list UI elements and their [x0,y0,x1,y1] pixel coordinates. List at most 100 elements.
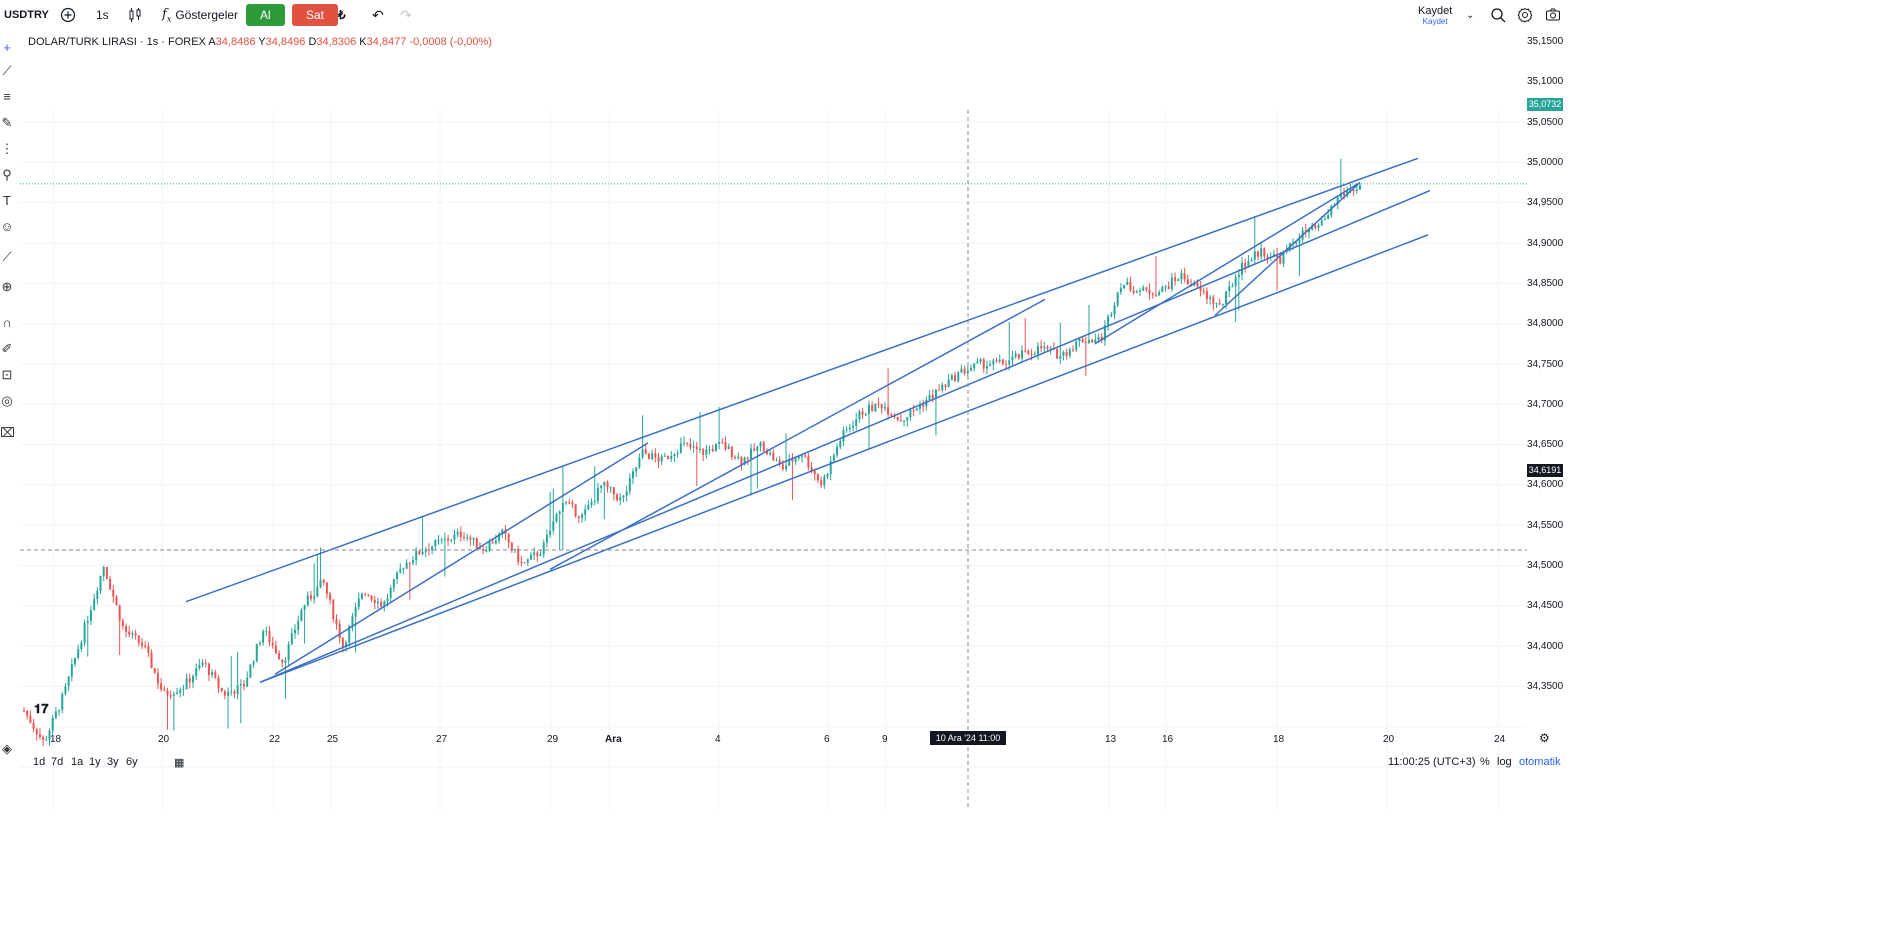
range-7d[interactable]: 7d [51,756,64,768]
undo-button[interactable]: ↶ [372,0,384,30]
candle-body [587,504,590,510]
percent-toggle[interactable]: % [1480,756,1490,768]
brush-tool[interactable]: ✎ [0,115,14,131]
chart-type-button[interactable] [128,0,142,30]
symbol-label: USDTRY [4,9,49,21]
crosshair-tool[interactable]: + [0,40,14,55]
lock-all-tool[interactable]: ⊡ [0,367,14,383]
range-6y[interactable]: 6y [126,756,138,768]
candle-body [660,456,663,462]
indicators-button[interactable]: fx Göstergeler [162,0,238,30]
candle-body [501,529,504,534]
candle-body [1024,350,1027,352]
candle-body [670,456,673,459]
candle-body [322,579,325,583]
time-axis[interactable]: 18 20 22 25 27 29 Ara 4 6 9 13 16 18 20 24 [20,730,1535,750]
interval-button[interactable]: 1s [96,0,109,30]
redo-button[interactable]: ↷ [400,0,412,30]
candle-body [714,443,717,452]
delete-tool[interactable]: ⌧ [0,425,15,441]
fib-tool[interactable]: ≡ [0,89,14,104]
emoji-tool[interactable]: ☺ [0,219,14,234]
candle-body [577,516,580,519]
text-tool[interactable]: T [0,193,14,208]
price-tick-label: 34,5000 [1527,560,1564,572]
trendline [185,157,1419,603]
time-axis-settings[interactable]: ⚙ [1539,731,1550,745]
pencil-lock-icon: ✐ [1,341,13,356]
candle-body [128,631,131,635]
settings-button[interactable] [1517,0,1533,30]
price-tick-label: 34,9500 [1527,197,1564,209]
candle-body [667,455,670,459]
layers-icon: ◈ [2,741,12,756]
candle-body [1234,277,1237,287]
sell-button[interactable]: Sat [292,0,339,30]
go-to-date-button[interactable]: ▦ [174,756,184,769]
pattern-tool[interactable]: ⋮ [0,141,14,157]
range-1m[interactable]: 1a [71,756,84,768]
log-toggle[interactable]: log [1497,756,1512,768]
candle-body [1346,191,1349,195]
candle-body [992,360,995,365]
candle-body [421,551,424,555]
candle-body [603,482,606,486]
candle-body [1247,261,1250,268]
projection-tool[interactable]: ⚲ [0,167,14,183]
compare-add-button[interactable] [60,0,76,30]
save-menu-button[interactable]: ⌄ [1466,0,1474,30]
range-1y[interactable]: 1y [89,756,101,768]
candle-body [810,467,813,472]
candle-body [1330,206,1333,216]
currency-button[interactable]: ₺ [338,0,346,30]
candle-body [673,454,676,457]
candle-body [896,416,899,420]
candle-body [156,672,159,684]
candle-body [1005,364,1008,366]
lock-drawing-tool[interactable]: ✐ [0,341,14,357]
candle-body [399,569,402,573]
candle-body [520,561,523,563]
price-chart[interactable] [20,30,1535,890]
snapshot-button[interactable] [1545,0,1561,30]
candle-body [976,361,979,364]
candle-body [488,542,491,551]
range-3y[interactable]: 3y [107,756,119,768]
auto-toggle[interactable]: otomatik [1519,756,1561,768]
buy-button[interactable]: Al [246,0,285,30]
candle-body [249,664,252,678]
quick-search-button[interactable] [1490,0,1506,30]
candle-body [1317,225,1320,228]
indicators-label: Göstergeler [175,8,239,22]
candle-body [236,685,239,694]
trendline-tool[interactable]: ⟋ [0,63,14,79]
time-tick-label: 25 [327,734,339,745]
candle-body [207,663,210,676]
candle-body [300,609,303,621]
price-tick-label: 35,0000 [1527,156,1564,168]
price-tick-label: 34,7500 [1527,358,1564,370]
currency-label: ₺ [338,8,346,22]
candle-body [367,594,370,596]
candle-body [922,404,925,407]
save-button[interactable]: Kaydet Kaydet [1418,0,1452,30]
visibility-tool[interactable]: ◎ [0,393,14,409]
candle-body [536,552,539,557]
candle-body [472,537,475,540]
candle-body [1196,282,1199,287]
drawing-toolbar: + ⟋ ≡ ✎ ⋮ ⚲ T ☺ ⟋ ⊕ ∩ ✐ ⊡ ◎ ⌧ ◈ [0,30,20,931]
symbol-search[interactable]: USDTRY [4,0,49,30]
tv-logo[interactable]: 𝟏𝟕 [34,701,48,717]
range-1d[interactable]: 1d [33,756,46,768]
object-tree-tool[interactable]: ◈ [0,741,14,757]
clock-label[interactable]: 11:00:25 (UTC+3) [1388,756,1476,768]
candle-body [262,631,265,643]
zoom-tool[interactable]: ⊕ [0,279,14,295]
crosshair-price-tag: 34,6191 [1527,464,1563,477]
candle-body [1103,325,1106,341]
magnet-tool[interactable]: ∩ [0,315,14,330]
candle-body [1244,262,1247,268]
ruler-tool[interactable]: ⟋ [0,249,14,265]
candle-body [867,405,870,414]
candle-body [574,504,577,517]
